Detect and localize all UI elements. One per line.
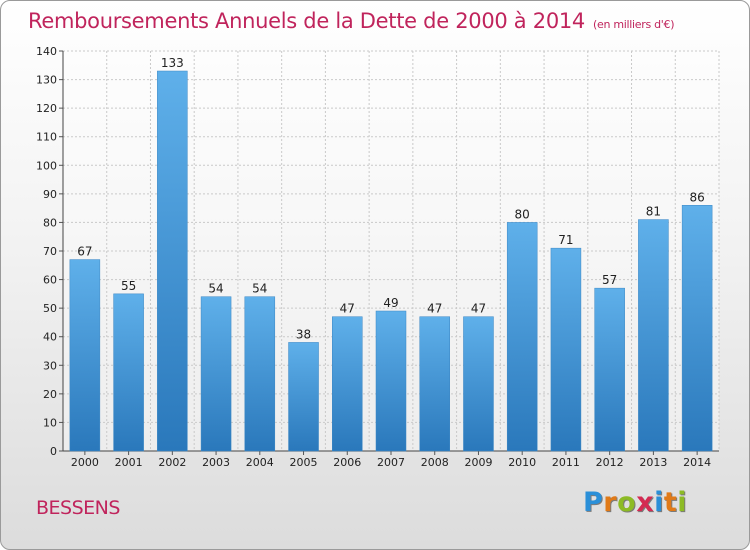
data-label: 67 xyxy=(77,245,92,259)
x-tick-label: 2010 xyxy=(508,456,536,469)
data-label: 81 xyxy=(646,205,661,219)
x-tick-label: 2014 xyxy=(683,456,711,469)
logo-letter: P xyxy=(583,487,604,518)
bar-2006 xyxy=(332,316,363,452)
x-tick-label: 2008 xyxy=(421,456,449,469)
bar-2003 xyxy=(200,296,232,452)
y-tick-label: 140 xyxy=(36,45,57,58)
y-tick-label: 20 xyxy=(43,388,57,401)
y-tick-label: 110 xyxy=(36,131,57,144)
y-tick-label: 30 xyxy=(43,359,57,372)
bar-2011 xyxy=(550,247,582,452)
logo-letter: r xyxy=(603,487,618,518)
label-layer: 67 55 133 54 54 38 47 49 47 47 80 71 57 81 86 xyxy=(77,56,705,341)
y-tick-label: 130 xyxy=(36,74,57,87)
chart-title-text: Remboursements Annuels de la Dette de 20… xyxy=(28,9,585,33)
y-tick-label: 10 xyxy=(43,416,57,429)
data-label: 47 xyxy=(471,302,486,316)
bar-layer xyxy=(69,70,713,452)
y-tick-label: 120 xyxy=(36,102,57,115)
bar-2000 xyxy=(69,259,101,452)
x-tick-label: 2012 xyxy=(596,456,624,469)
y-tick-label: 100 xyxy=(36,159,57,172)
bar-2007 xyxy=(375,310,407,452)
data-label: 54 xyxy=(252,282,267,296)
y-tick-label: 80 xyxy=(43,216,57,229)
y-tick-label: 40 xyxy=(43,331,57,344)
logo-letter: x xyxy=(636,487,655,518)
data-label: 38 xyxy=(296,327,311,341)
y-tick-label: 90 xyxy=(43,188,57,201)
x-tick-label: 2000 xyxy=(71,456,99,469)
logo-letter: o xyxy=(617,487,637,518)
logo-letter: i xyxy=(654,487,664,518)
bar-2008 xyxy=(419,316,450,452)
x-tick-label: 2011 xyxy=(552,456,580,469)
x-tick-label: 2013 xyxy=(639,456,667,469)
bar-2010 xyxy=(506,222,538,452)
bar-2012 xyxy=(594,287,625,452)
y-tick-label: 70 xyxy=(43,245,57,258)
bar-2001 xyxy=(113,293,144,452)
bar-2009 xyxy=(463,316,494,452)
data-label: 54 xyxy=(208,282,223,296)
x-tick-label: 2005 xyxy=(290,456,318,469)
data-label: 86 xyxy=(689,190,704,204)
data-label: 49 xyxy=(383,296,398,310)
x-tick-label: 2004 xyxy=(246,456,274,469)
logo-letter: i xyxy=(677,487,688,518)
data-label: 80 xyxy=(515,207,530,221)
bar-2005 xyxy=(288,342,319,452)
data-label: 57 xyxy=(602,273,617,287)
bar-2013 xyxy=(638,219,669,452)
chart-title: Remboursements Annuels de la Dette de 20… xyxy=(28,9,674,33)
commune-name: BESSENS xyxy=(36,497,120,519)
bar-2014 xyxy=(681,205,713,452)
data-label: 71 xyxy=(558,233,573,247)
x-tick-label: 2009 xyxy=(464,456,492,469)
y-tick-label: 60 xyxy=(43,274,57,287)
x-tick-label: 2001 xyxy=(115,456,143,469)
y-tick-label: 50 xyxy=(43,302,57,315)
bar-2004 xyxy=(244,296,276,452)
data-label: 47 xyxy=(427,302,442,316)
data-label: 55 xyxy=(121,279,136,293)
y-tick-label: 0 xyxy=(50,445,57,458)
x-tick-label: 2003 xyxy=(202,456,230,469)
x-tick-label: 2006 xyxy=(333,456,361,469)
data-label: 47 xyxy=(340,302,355,316)
chart-subtitle: (en milliers d'€) xyxy=(593,18,675,31)
logo-letter: t xyxy=(663,487,678,518)
x-tick-label: 2007 xyxy=(377,456,405,469)
bar-2002 xyxy=(157,70,188,452)
data-label: 133 xyxy=(161,56,184,70)
x-tick-label: 2002 xyxy=(158,456,186,469)
proxiti-logo: Proxiti xyxy=(583,487,687,518)
